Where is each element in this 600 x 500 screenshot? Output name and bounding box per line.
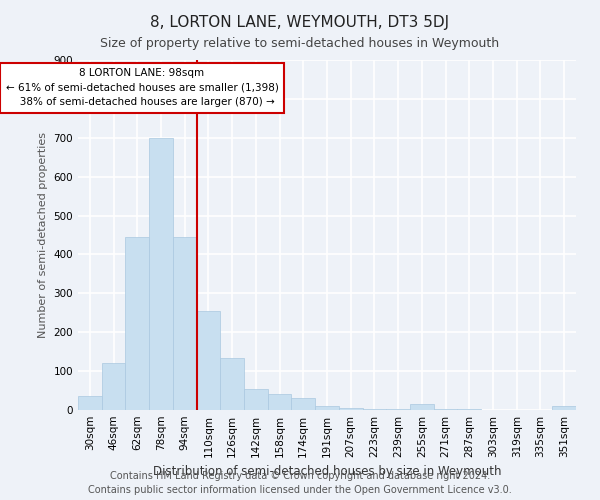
- Bar: [386, 409, 410, 410]
- Bar: [292, 398, 315, 410]
- Bar: [125, 237, 149, 410]
- Bar: [78, 396, 102, 410]
- Bar: [220, 358, 244, 410]
- Bar: [149, 138, 173, 410]
- Bar: [410, 404, 434, 410]
- Bar: [434, 409, 457, 410]
- Bar: [197, 311, 220, 410]
- Text: Size of property relative to semi-detached houses in Weymouth: Size of property relative to semi-detach…: [100, 38, 500, 51]
- Bar: [339, 408, 362, 410]
- Y-axis label: Number of semi-detached properties: Number of semi-detached properties: [38, 132, 48, 338]
- Bar: [244, 388, 268, 410]
- Text: 8 LORTON LANE: 98sqm
← 61% of semi-detached houses are smaller (1,398)
   38% of: 8 LORTON LANE: 98sqm ← 61% of semi-detac…: [5, 68, 278, 108]
- Text: Contains HM Land Registry data © Crown copyright and database right 2024.
Contai: Contains HM Land Registry data © Crown c…: [88, 471, 512, 495]
- Bar: [173, 237, 197, 410]
- Bar: [102, 364, 125, 410]
- Text: 8, LORTON LANE, WEYMOUTH, DT3 5DJ: 8, LORTON LANE, WEYMOUTH, DT3 5DJ: [151, 15, 449, 30]
- Bar: [457, 409, 481, 410]
- X-axis label: Distribution of semi-detached houses by size in Weymouth: Distribution of semi-detached houses by …: [153, 466, 501, 478]
- Bar: [362, 409, 386, 410]
- Bar: [552, 406, 576, 410]
- Bar: [315, 406, 339, 410]
- Bar: [268, 394, 292, 410]
